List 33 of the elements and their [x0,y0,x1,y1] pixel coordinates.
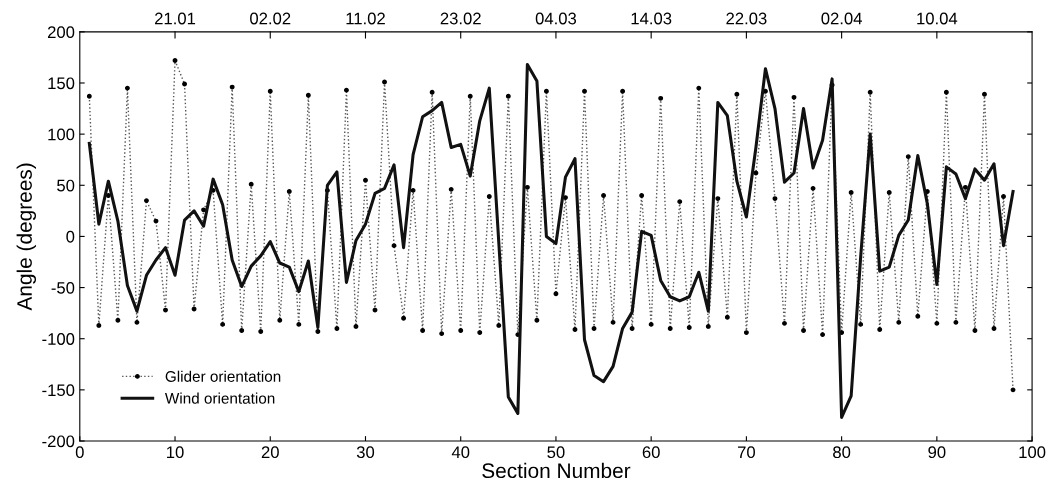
x-tick-label: 20 [261,446,279,459]
annotation: 02.04 [821,12,862,25]
y-tick-label: 50 [57,179,75,192]
annotation: 23.02 [440,12,481,25]
x-tick-label: 40 [451,446,470,459]
x-tick-label: 90 [928,446,946,459]
y-tick-label: -150 [42,384,75,397]
x-tick-label: 50 [547,446,565,459]
legend-label: Glider orientation [165,370,281,382]
annotation: 04.03 [535,12,577,25]
annotation: 02.02 [250,12,291,25]
y-tick-label: 200 [47,26,75,39]
annotation: 14.03 [631,12,672,25]
x-tick-label: 0 [75,446,84,459]
y-tick-label: -200 [42,435,75,448]
x-axis-title: Section Number [482,462,631,479]
annotation: 11.02 [346,12,385,25]
annotation: 22.03 [726,12,767,25]
y-axis-title: Angle (degrees) [16,163,37,311]
x-tick-label: 10 [167,446,184,459]
y-tick-label: 100 [48,128,75,141]
legend-label: Wind orientation [164,392,275,404]
x-tick-label: 30 [356,446,375,459]
y-tick-label: 0 [66,230,75,243]
annotation: 10.04 [917,12,958,25]
x-tick-label: 100 [1019,446,1046,459]
y-tick-label: -100 [42,333,75,345]
y-tick-label: -50 [51,281,75,294]
x-tick-label: 80 [833,446,851,459]
y-tick-label: 150 [48,77,75,90]
x-tick-label: 60 [642,446,660,459]
annotation: 21.01 [155,12,196,25]
x-tick-label: 70 [737,446,756,459]
